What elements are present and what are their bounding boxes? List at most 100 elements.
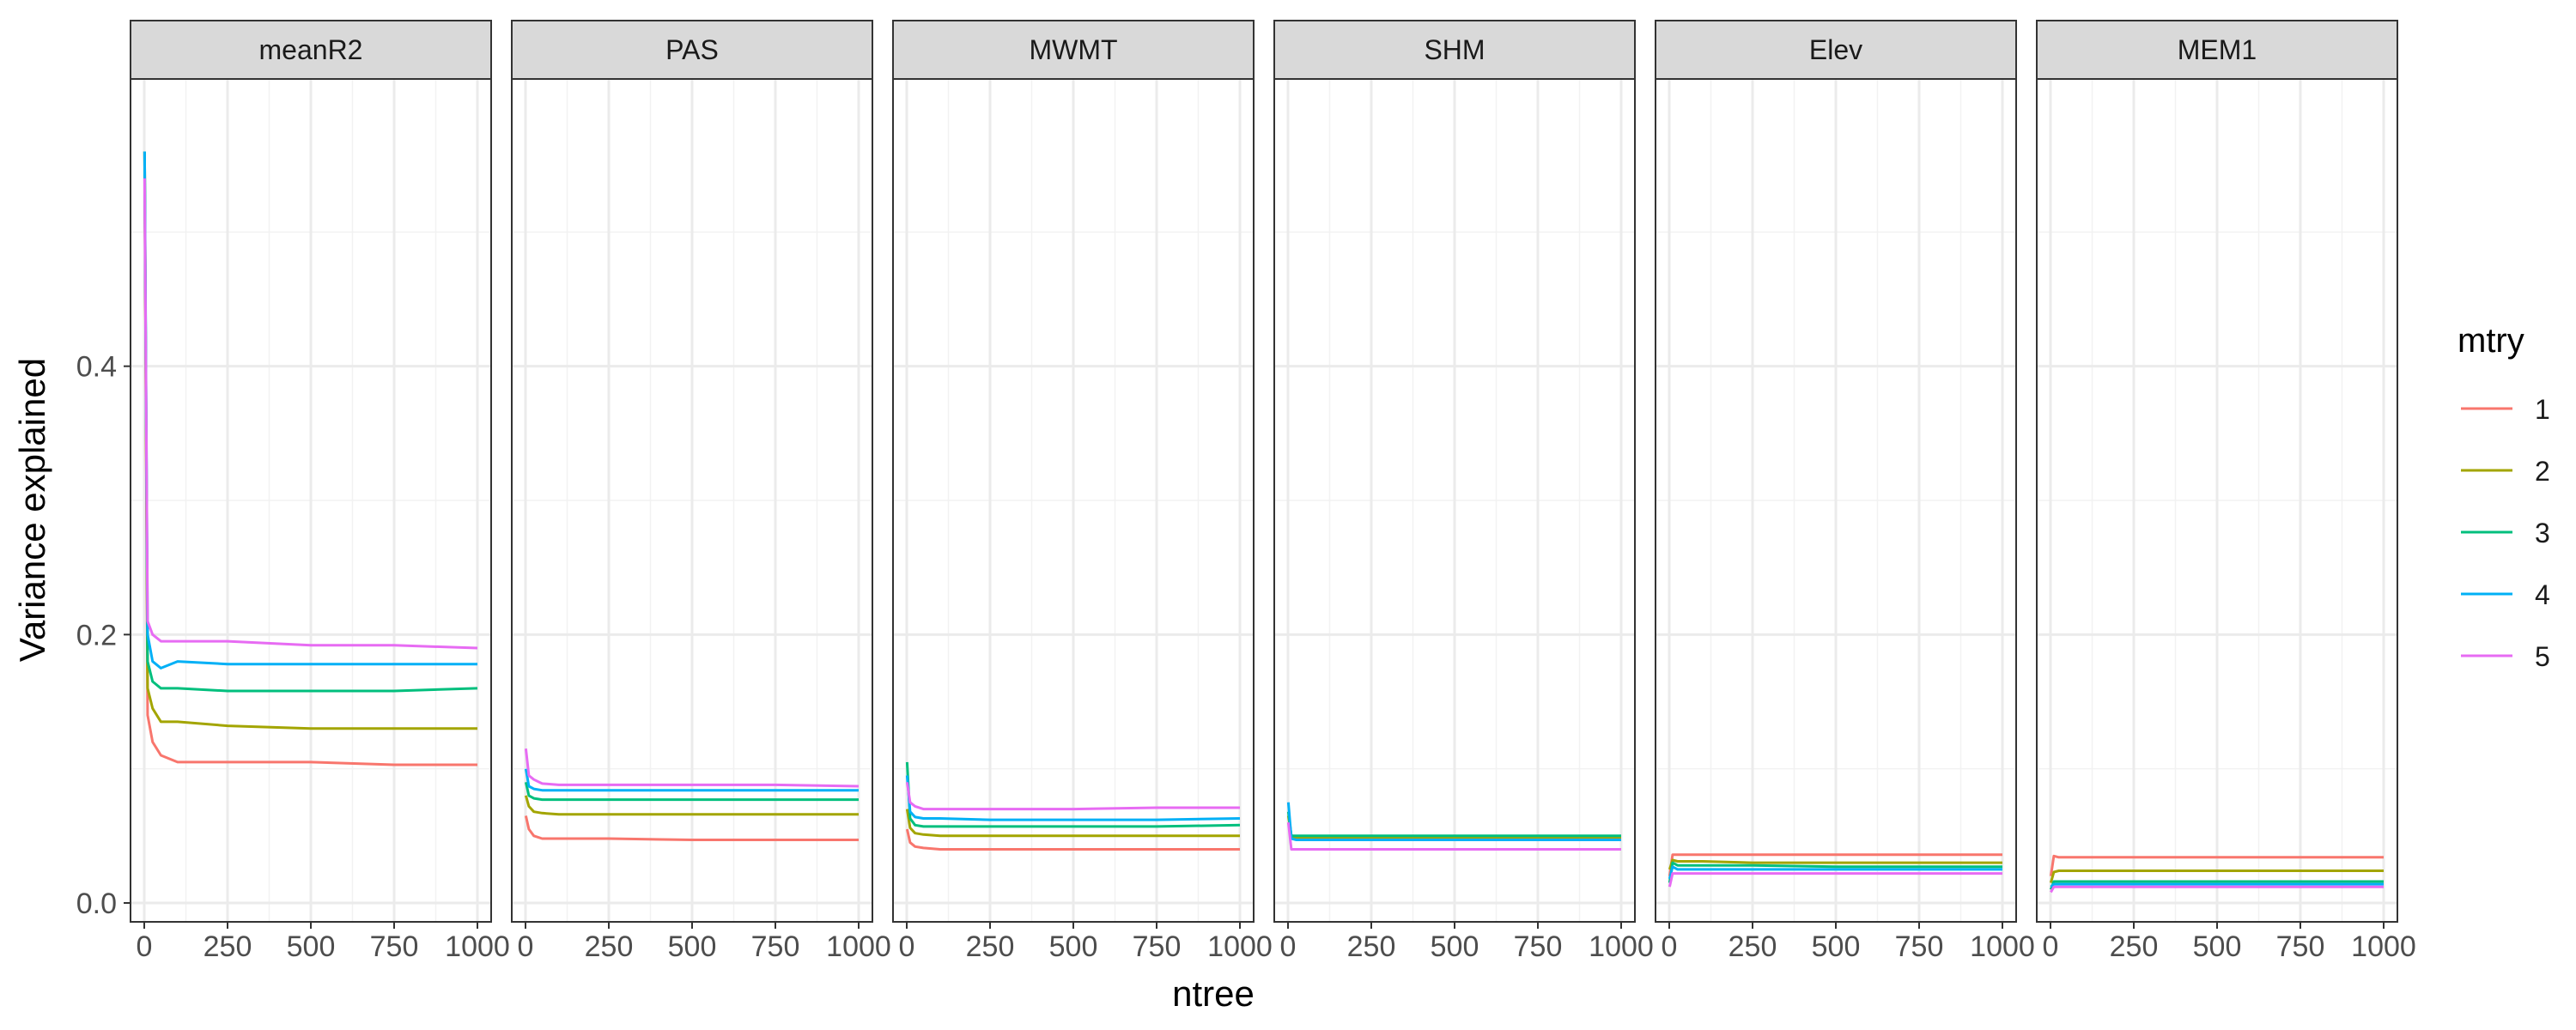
facet-panel-shm: SHM 0 250 500 750 1000 xyxy=(1273,20,1654,963)
legend-item-2: 2 xyxy=(2461,456,2550,487)
panel-grid xyxy=(131,79,491,922)
legend-item-5: 5 xyxy=(2461,641,2550,672)
facet-strip xyxy=(892,20,1255,80)
panel-grid xyxy=(1274,79,1635,922)
series-line-mtry-4 xyxy=(1668,865,2002,880)
facet-strip xyxy=(1273,20,1636,80)
series-line-mtry-3 xyxy=(1668,861,2002,883)
facet-strip xyxy=(1655,20,2017,80)
y-axis: 0.0 0.2 0.4 xyxy=(76,351,131,920)
x-tick-label: 0 xyxy=(1662,930,1678,963)
x-tick-label: 0 xyxy=(899,930,915,963)
facet-strip-label: MEM1 xyxy=(2178,34,2257,65)
x-axis-ticks: 0 250 500 750 1000 xyxy=(899,922,1273,963)
series-line-mtry-4 xyxy=(524,768,859,792)
facet-strip-label: MWMT xyxy=(1029,34,1117,65)
facet-strip xyxy=(2036,20,2398,80)
facet-strip xyxy=(511,20,873,80)
series-line-mtry-3 xyxy=(524,781,859,802)
x-tick-label: 750 xyxy=(1133,930,1182,963)
facet-strip-label: Elev xyxy=(1809,34,1862,65)
legend-label: 4 xyxy=(2535,579,2550,610)
facet-panel-pas: PAS 0 250 500 750 1000 xyxy=(511,20,891,963)
facet-strip-label: SHM xyxy=(1424,34,1485,65)
facet-strip-label: meanR2 xyxy=(259,34,363,65)
series-line-mtry-5 xyxy=(905,782,1240,811)
x-tick-label: 1000 xyxy=(1970,930,2035,963)
x-axis-ticks: 0 250 500 750 1000 xyxy=(2043,922,2416,963)
y-axis-title: Variance explained xyxy=(12,358,52,662)
x-tick-label: 250 xyxy=(966,930,1015,963)
series-line-mtry-3 xyxy=(143,151,478,693)
x-tick-label: 250 xyxy=(2110,930,2159,963)
panel-grid xyxy=(1656,79,2016,922)
legend-item-1: 1 xyxy=(2461,394,2550,425)
x-tick-label: 1000 xyxy=(2351,930,2416,963)
x-tick-label: 0 xyxy=(518,930,534,963)
series-line-mtry-2 xyxy=(524,795,859,816)
x-tick-label: 750 xyxy=(1514,930,1563,963)
series-line-mtry-1 xyxy=(143,151,477,766)
legend-label: 2 xyxy=(2535,456,2550,487)
x-axis-ticks: 0 250 500 750 1000 xyxy=(1662,922,2035,963)
facet-strip xyxy=(130,20,492,80)
panel-grid xyxy=(512,79,872,922)
legend-item-3: 3 xyxy=(2461,518,2550,548)
legend-item-4: 4 xyxy=(2461,579,2550,610)
x-tick-label: 250 xyxy=(1728,930,1777,963)
x-tick-label: 500 xyxy=(668,930,717,963)
series-line-mtry-5 xyxy=(1286,822,1621,851)
series-line-mtry-4 xyxy=(1286,802,1621,841)
x-tick-label: 1000 xyxy=(445,930,510,963)
series-line-mtry-2 xyxy=(143,151,477,730)
x-tick-label: 750 xyxy=(1895,930,1944,963)
y-tick-label: 0.0 xyxy=(76,888,117,920)
legend-title: mtry xyxy=(2458,322,2524,360)
x-tick-label: 750 xyxy=(370,930,419,963)
y-tick-label: 0.2 xyxy=(76,619,117,651)
series-line-mtry-4 xyxy=(143,151,477,670)
legend-label: 5 xyxy=(2535,641,2550,672)
series-line-mtry-1 xyxy=(905,828,1240,851)
x-tick-label: 0 xyxy=(2043,930,2059,963)
x-tick-label: 500 xyxy=(1812,930,1861,963)
facet-panel-mwmt: MWMT 0 250 500 750 1000 xyxy=(892,20,1273,963)
x-tick-label: 500 xyxy=(1049,930,1098,963)
facet-panel-mem1: MEM1 0 250 500 750 1000 xyxy=(2036,20,2416,963)
series-line-mtry-3 xyxy=(2049,880,2384,890)
legend: 1 2 3 4 5 xyxy=(2461,394,2550,672)
x-tick-label: 500 xyxy=(1431,930,1479,963)
series-line-mtry-3 xyxy=(1286,811,1621,838)
x-tick-label: 0 xyxy=(1280,930,1297,963)
x-tick-label: 500 xyxy=(287,930,336,963)
x-tick-label: 750 xyxy=(2276,930,2325,963)
x-tick-label: 250 xyxy=(585,930,634,963)
facet-panel-elev: Elev 0 250 500 750 1000 xyxy=(1655,20,2035,963)
series-line-mtry-2 xyxy=(905,809,1240,838)
x-tick-label: 1000 xyxy=(1589,930,1654,963)
x-tick-label: 250 xyxy=(1347,930,1396,963)
x-axis-ticks: 0 250 500 750 1000 xyxy=(1280,922,1654,963)
x-tick-label: 500 xyxy=(2193,930,2242,963)
series-line-mtry-2 xyxy=(2049,869,2384,883)
x-axis-ticks: 0 250 500 750 1000 xyxy=(518,922,891,963)
x-axis-title: ntree xyxy=(1172,973,1255,1014)
series-line-mtry-1 xyxy=(2049,854,2384,876)
x-tick-label: 1000 xyxy=(1207,930,1273,963)
facet-strip-label: PAS xyxy=(665,34,719,65)
series-line-mtry-5 xyxy=(1668,872,2002,888)
series-line-mtry-4 xyxy=(905,775,1241,821)
y-tick-label: 0.4 xyxy=(76,351,117,384)
panel-grid xyxy=(2037,79,2397,922)
x-axis-ticks: 0 250 500 750 1000 xyxy=(137,922,510,963)
panel-grid xyxy=(893,79,1254,922)
x-tick-label: 250 xyxy=(204,930,252,963)
series-line-mtry-5 xyxy=(143,178,478,650)
series-line-mtry-5 xyxy=(524,748,860,788)
x-tick-label: 750 xyxy=(751,930,800,963)
facet-panel-meanr2: meanR2 0 250 500 750 1000 xyxy=(130,20,510,963)
series-line-mtry-1 xyxy=(524,815,859,841)
series-line-mtry-1 xyxy=(1668,853,2002,876)
